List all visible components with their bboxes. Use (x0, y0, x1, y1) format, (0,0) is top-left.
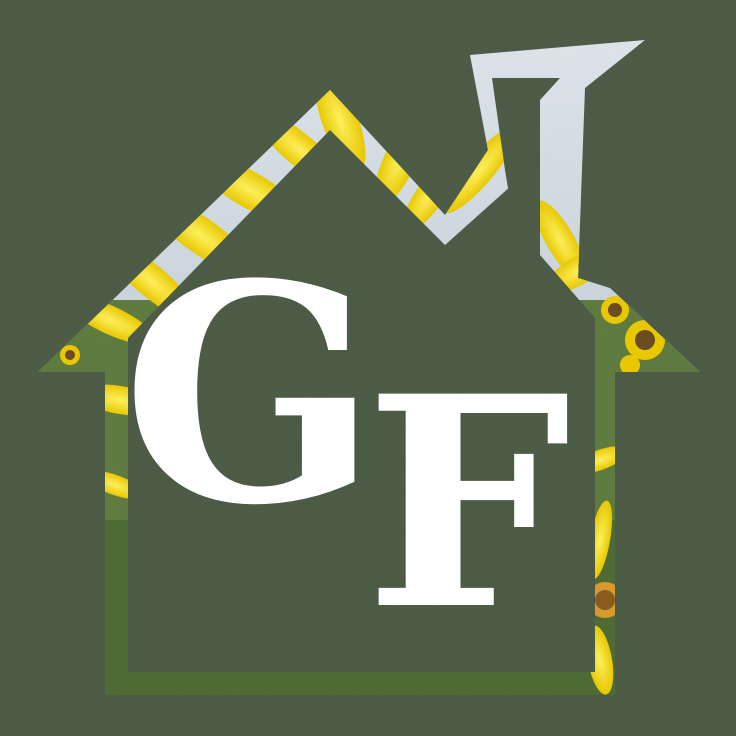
logo-letter-g: G (122, 218, 378, 571)
logo-letter-f: F (365, 334, 571, 674)
